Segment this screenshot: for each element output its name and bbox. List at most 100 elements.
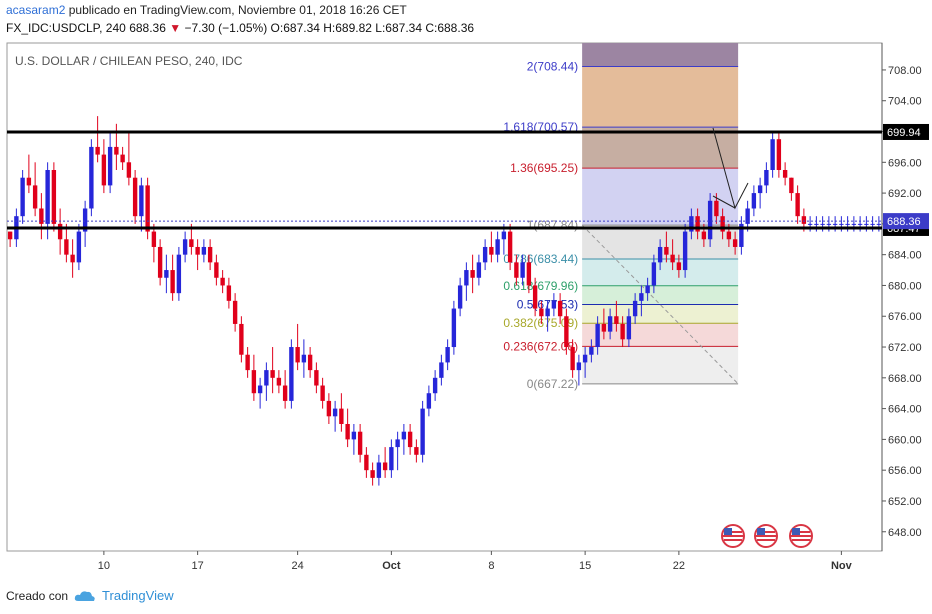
- candle-body: [564, 316, 569, 348]
- candle-body: [95, 146, 100, 155]
- candle-body: [314, 370, 319, 386]
- candle-body: [707, 200, 713, 240]
- candle-body: [326, 400, 332, 417]
- candle-body: [101, 154, 107, 186]
- candle-body: [120, 154, 125, 163]
- candle-body: [345, 424, 350, 440]
- us-flag-icon[interactable]: [721, 524, 745, 548]
- candle-body: [789, 177, 794, 194]
- us-flag-icon[interactable]: [789, 524, 813, 548]
- candle-body: [414, 447, 419, 455]
- candle-body: [57, 223, 63, 240]
- candle-body: [295, 347, 300, 363]
- tradingview-cloud-icon[interactable]: [74, 589, 96, 603]
- candle-body: [64, 239, 69, 255]
- fib-zone: [582, 304, 739, 324]
- candle-body: [32, 185, 38, 209]
- candle-body: [695, 216, 700, 232]
- candle-body: [245, 354, 250, 371]
- candle-body: [701, 231, 707, 240]
- candle-body: [407, 431, 413, 448]
- plot-area[interactable]: [6, 42, 883, 552]
- fib-zone: [582, 285, 739, 305]
- candle-body: [51, 170, 57, 224]
- candle-body: [39, 208, 44, 224]
- candle-body: [457, 285, 463, 309]
- candle-body: [451, 308, 457, 348]
- fib-level-label: 2(708.44): [527, 60, 578, 74]
- candle-body: [820, 223, 825, 225]
- y-tick-label: 656.00: [888, 465, 922, 477]
- candle-body: [726, 231, 732, 240]
- price-axis[interactable]: 708.00704.00700.00696.00692.00688.00684.…: [882, 65, 929, 539]
- candle-body: [676, 262, 682, 271]
- candle-body: [620, 323, 625, 340]
- candle-body: [876, 223, 882, 225]
- footer: Creado con TradingView: [6, 588, 174, 603]
- y-tick-label: 648.00: [888, 527, 922, 539]
- candle-body: [82, 208, 88, 232]
- candle-body: [576, 362, 582, 371]
- candle-body: [189, 239, 194, 247]
- candle-body: [520, 262, 525, 278]
- candle-body: [145, 185, 150, 232]
- candle-body: [301, 354, 307, 363]
- candle-body: [651, 262, 657, 286]
- fib-level-label: 0(667.22): [527, 377, 578, 391]
- candle-body: [814, 223, 819, 225]
- candle-body: [801, 216, 807, 224]
- candle-body: [845, 223, 850, 225]
- candle-body: [570, 347, 575, 371]
- candle-body: [170, 270, 175, 294]
- y-tick-label: 708.00: [888, 65, 922, 77]
- candle-body: [489, 246, 494, 255]
- candle-body: [389, 447, 394, 471]
- candle-body: [226, 285, 232, 301]
- candle-body: [20, 177, 25, 217]
- candle-body: [495, 239, 500, 255]
- x-tick-label: 8: [488, 560, 494, 572]
- candle-body: [464, 270, 469, 286]
- candle-body: [182, 239, 188, 255]
- candle-body: [151, 231, 157, 247]
- candle-body: [339, 408, 344, 424]
- y-tick-label: 692.00: [888, 188, 922, 200]
- x-tick-label: Nov: [831, 560, 853, 572]
- candle-body: [770, 139, 775, 170]
- candles: [7, 116, 882, 486]
- us-flag-icon[interactable]: [754, 524, 778, 548]
- candle-body: [351, 431, 357, 440]
- candle-body: [357, 431, 363, 455]
- candle-body: [626, 316, 632, 340]
- candle-body: [807, 223, 813, 225]
- candle-body: [164, 270, 169, 278]
- candle-body: [639, 293, 644, 301]
- current-price-label: 688.36: [887, 216, 921, 228]
- candle-body: [195, 246, 200, 255]
- y-tick-label: 696.00: [888, 157, 922, 169]
- chart-title: U.S. DOLLAR / CHILEAN PESO, 240, IDC: [15, 54, 243, 68]
- candle-body: [539, 308, 544, 317]
- x-tick-label: 22: [673, 560, 685, 572]
- y-tick-label: 668.00: [888, 373, 922, 385]
- y-tick-label: 684.00: [888, 250, 922, 262]
- candle-body: [757, 185, 763, 194]
- candle-body: [26, 177, 32, 186]
- author-link[interactable]: acasaram2: [6, 3, 66, 17]
- candle-body: [839, 223, 844, 225]
- candle-body: [132, 177, 138, 217]
- fib-trend-line: [581, 224, 739, 385]
- candle-body: [682, 231, 688, 271]
- candle-body: [239, 323, 244, 355]
- candle-body: [714, 200, 719, 217]
- tradingview-link[interactable]: TradingView: [102, 588, 174, 603]
- current-price-box: [883, 213, 929, 230]
- price-change: −7.30 (−1.05%): [184, 21, 268, 35]
- candle-body: [114, 146, 119, 155]
- time-axis[interactable]: 101724Oct81522Nov6: [98, 551, 932, 572]
- candle-body: [501, 231, 507, 240]
- y-tick-label: 676.00: [888, 311, 922, 323]
- overlay: [7, 127, 882, 230]
- candle-body: [557, 300, 563, 317]
